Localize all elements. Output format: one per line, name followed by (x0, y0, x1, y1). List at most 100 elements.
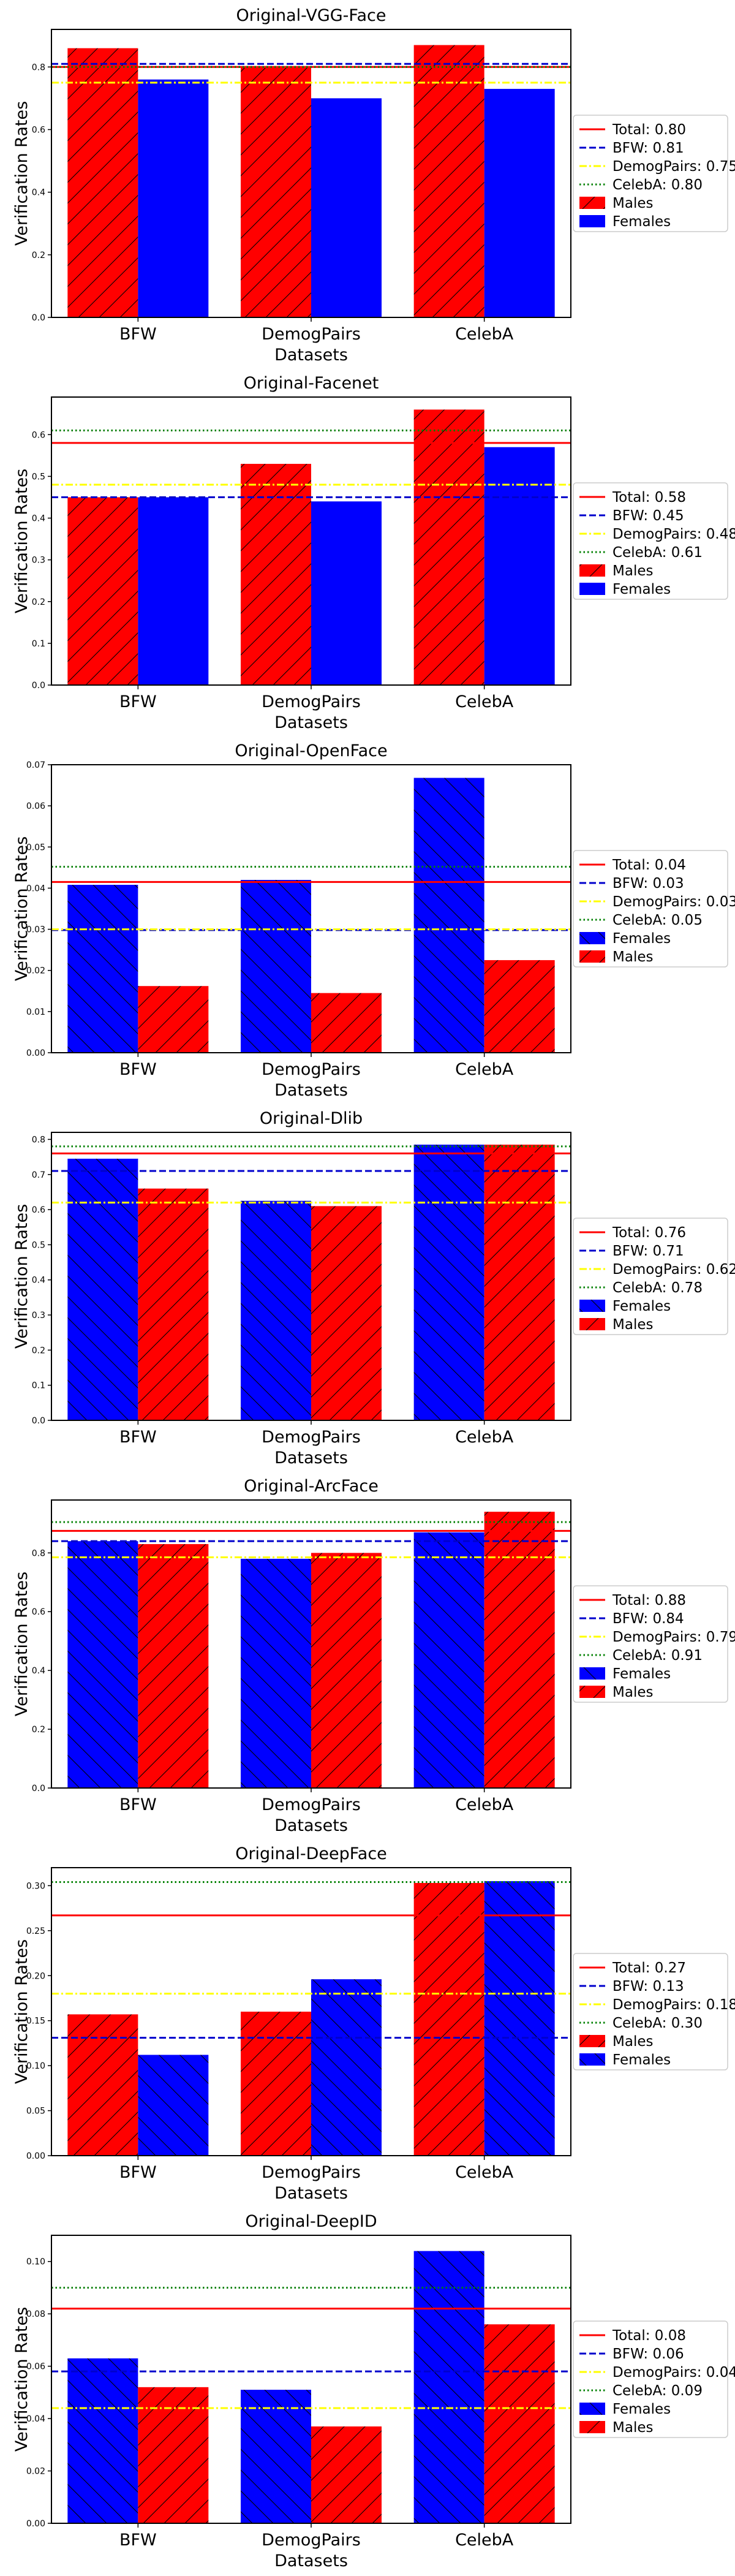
y-tick-label: 0.2 (32, 1346, 45, 1355)
bar-females-demogpairs (241, 1200, 311, 1420)
chart-panel-2: Original-Facenet BFW DemogPairs CelebA 0.0 0.… (12, 374, 735, 732)
bar-females-bfw (138, 79, 209, 317)
chart-title: Original-DeepID (245, 2212, 377, 2231)
bar-males-celeba (484, 2324, 555, 2523)
legend-bar-swatch (579, 1686, 605, 1698)
y-tick-label: 0.8 (32, 1135, 45, 1145)
y-tick-label: 0.4 (32, 1276, 45, 1286)
x-tick-label: CelebA (455, 2531, 514, 2550)
x-axis-label: Datasets (274, 1081, 348, 1100)
legend: Total: 0.88 BFW: 0.84 DemogPairs: 0.79 Cele… (573, 1585, 735, 1703)
legend-label: Females (612, 2401, 671, 2417)
bar-males-demogpairs (241, 67, 311, 317)
bar-females-celeba (484, 1881, 555, 2156)
plot-frame (51, 396, 571, 686)
bar-males-bfw (67, 2014, 138, 2156)
bar-females-bfw (67, 1158, 138, 1420)
bar-females-demogpairs (241, 2390, 311, 2523)
legend: Total: 0.76 BFW: 0.71 DemogPairs: 0.62 Cele… (573, 1218, 735, 1335)
chart-title: Original-Dlib (260, 1109, 363, 1128)
chart-panel-6: Original-DeepFace BFW DemogPairs CelebA 0.00… (12, 1844, 735, 2203)
y-axis-label: Verification Rates (12, 1939, 31, 2084)
legend-bar-swatch (579, 950, 605, 963)
legend-label: Females (612, 931, 671, 947)
chart-title: Original-Facenet (244, 374, 379, 393)
y-tick-label: 0.04 (26, 884, 45, 893)
legend-label: Females (612, 1666, 671, 1682)
x-tick-label: DemogPairs (262, 1428, 361, 1447)
legend-label: DemogPairs: 0.18 (612, 1997, 735, 2013)
legend-label: CelebA: 0.91 (612, 1648, 703, 1664)
legend-label: BFW: 0.84 (612, 1611, 684, 1627)
legend-box (573, 1953, 728, 2070)
legend-label: Males (612, 2420, 653, 2436)
plot-frame (51, 1499, 571, 1789)
y-tick-label: 0.6 (32, 430, 45, 440)
x-tick-label: BFW (119, 2531, 157, 2550)
bar-females-demogpairs (311, 1979, 382, 2156)
bar-males-demogpairs (241, 463, 311, 685)
bar-males-bfw (67, 497, 138, 685)
bar-females-celeba (413, 1532, 484, 1788)
legend-label: BFW: 0.81 (612, 140, 684, 156)
legend-label: DemogPairs: 0.04 (612, 2365, 735, 2381)
legend-label: DemogPairs: 0.48 (612, 526, 735, 542)
y-tick-label: 0.4 (32, 1666, 45, 1676)
x-axis-label: Datasets (274, 1449, 348, 1468)
legend-label: DemogPairs: 0.79 (612, 1629, 735, 1645)
legend-bar-swatch (579, 2035, 605, 2047)
chart-panel-3: Original-OpenFace BFW DemogPairs CelebA 0.00… (12, 741, 735, 1100)
y-tick-label: 0.04 (26, 2414, 45, 2424)
y-tick-label: 0.8 (32, 1548, 45, 1558)
legend-box (573, 482, 728, 600)
x-tick-label: CelebA (455, 1060, 514, 1079)
bar-males-bfw (138, 1188, 209, 1420)
legend-label: CelebA: 0.78 (612, 1280, 703, 1296)
legend-label: BFW: 0.45 (612, 508, 684, 524)
legend-bar-swatch (579, 1300, 605, 1312)
legend-label: CelebA: 0.05 (612, 912, 703, 928)
x-tick-label: CelebA (455, 2163, 514, 2182)
chart-panel-1: Original-VGG-Face BFW DemogPairs CelebA 0.0 0… (12, 6, 735, 365)
legend-bar-swatch (579, 583, 605, 595)
legend-label: Total: 0.08 (612, 2328, 686, 2344)
y-axis-label: Verification Rates (12, 1204, 31, 1349)
legend-label: Total: 0.80 (612, 122, 686, 138)
x-tick-label: BFW (119, 1795, 157, 1814)
legend-bar-swatch (579, 197, 605, 209)
bar-females-demogpairs (311, 501, 382, 685)
x-tick-label: BFW (119, 325, 157, 344)
y-tick-label: 0.06 (26, 2362, 45, 2372)
chart-title: Original-ArcFace (244, 1477, 379, 1496)
legend-label: Total: 0.88 (612, 1593, 686, 1608)
legend-label: BFW: 0.13 (612, 1979, 684, 1995)
legend-box (573, 1218, 728, 1335)
bar-males-demogpairs (311, 1206, 382, 1420)
bar-females-demogpairs (241, 1558, 311, 1788)
bar-males-demogpairs (241, 2012, 311, 2156)
legend-label: Females (612, 1298, 671, 1314)
legend-label: Total: 0.76 (612, 1225, 686, 1241)
legend: Total: 0.27 BFW: 0.13 DemogPairs: 0.18 Cele… (573, 1953, 735, 2070)
legend-box (573, 115, 728, 232)
plot-frame (51, 1867, 571, 2156)
x-tick-label: DemogPairs (262, 325, 361, 344)
y-tick-label: 0.1 (32, 1381, 45, 1391)
bar-males-celeba (484, 1145, 555, 1420)
chart-panel-5: Original-ArcFace BFW DemogPairs CelebA 0.0 0.… (12, 1477, 735, 1835)
bar-females-bfw (67, 885, 138, 1053)
y-tick-label: 0.1 (32, 639, 45, 649)
y-tick-label: 0.2 (32, 597, 45, 607)
y-tick-label: 0.02 (26, 2467, 45, 2477)
legend-label: Males (612, 1317, 653, 1333)
y-tick-label: 0.10 (26, 2061, 45, 2071)
plot-frame (51, 29, 571, 318)
plot-frame (51, 764, 571, 1053)
y-axis-label: Verification Rates (12, 1572, 31, 1716)
y-tick-label: 0.08 (26, 2309, 45, 2319)
y-tick-label: 0.15 (26, 2017, 45, 2026)
legend: Total: 0.08 BFW: 0.06 DemogPairs: 0.04 Cele… (573, 2320, 735, 2438)
bar-males-celeba (484, 960, 555, 1053)
